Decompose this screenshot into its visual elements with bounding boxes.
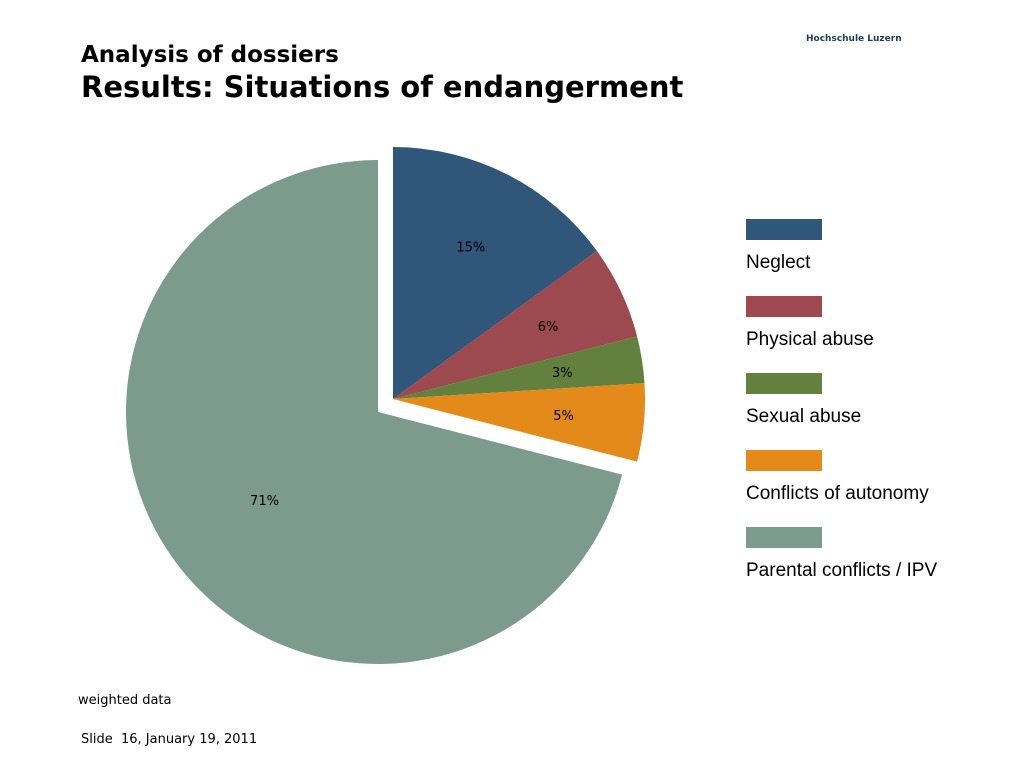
legend-swatch-sexual-abuse [746,373,822,394]
legend-label-neglect: Neglect [746,252,811,273]
pie-slice-neglect [393,147,597,399]
legend-label-physical-abuse: Physical abuse [746,329,874,350]
legend-item-neglect: Neglect [746,219,1016,289]
pie-slice-physical-abuse [393,250,638,399]
legend-label-conflicts-of-autonomy: Conflicts of autonomy [746,483,929,504]
pie-slice-sexual-abuse [393,336,645,399]
legend-swatch-neglect [746,219,822,240]
legend-item-sexual-abuse: Sexual abuse [746,373,1016,443]
pie-slice-conflicts-of-autonomy [393,383,646,462]
legend-item-physical-abuse: Physical abuse [746,296,1016,366]
legend-item-parental-conflicts: Parental conflicts / IPV [746,527,1016,597]
data-label-physical-abuse: 6% [538,320,559,335]
data-label-conflicts-of-autonomy: 5% [553,409,574,424]
data-label-parental-conflicts: 71% [250,494,279,509]
legend-item-conflicts-of-autonomy: Conflicts of autonomy [746,450,1016,520]
data-label-neglect: 15% [456,240,485,255]
pie-slice-parental-conflicts [126,160,623,664]
slide-subtitle: Results: Situations of endangerment [81,70,684,104]
brand-logo-text: Hochschule Luzern [806,34,902,44]
slide-title: Analysis of dossiers [81,42,339,68]
slide-footer: Slide 16, January 19, 2011 [81,732,258,747]
legend-label-parental-conflicts: Parental conflicts / IPV [746,560,938,581]
weighted-data-note: weighted data [78,693,172,708]
legend-label-sexual-abuse: Sexual abuse [746,406,862,427]
legend-swatch-conflicts-of-autonomy [746,450,822,471]
data-label-sexual-abuse: 3% [552,366,573,381]
legend-swatch-parental-conflicts [746,527,822,548]
legend-swatch-physical-abuse [746,296,822,317]
